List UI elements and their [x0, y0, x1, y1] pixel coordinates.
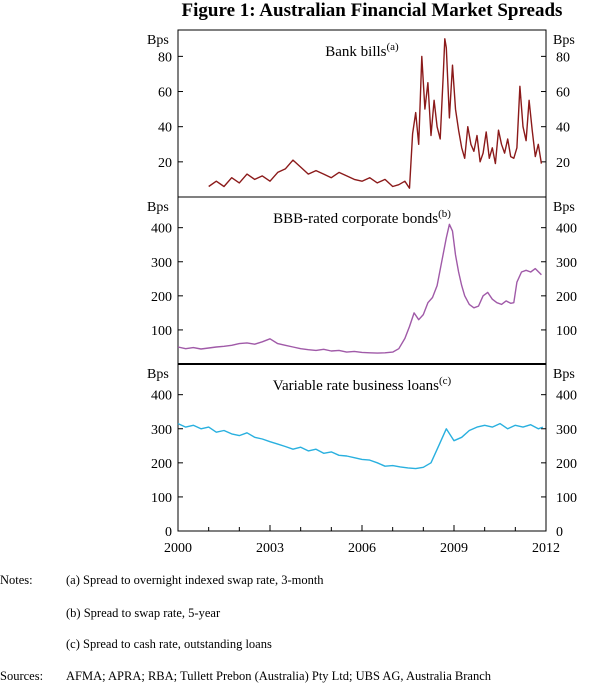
panel-title-note: (b)	[438, 208, 451, 220]
panel-title: BBB-rated corporate bonds(b)	[273, 208, 451, 227]
panel-title-note: (a)	[387, 41, 400, 53]
y-unit-right: Bps	[553, 33, 575, 48]
panel-2: Bps Bps 100 100 200 200 300 300 400 400 BBB-rated …	[147, 200, 577, 354]
x-tick-label: 2009	[440, 541, 468, 556]
x-tick-label: 2006	[348, 541, 376, 556]
y-tick-label-left: 20	[158, 156, 172, 171]
y-unit-right: Bps	[553, 200, 575, 215]
figure-title: Figure 1: Australian Financial Market Sp…	[182, 0, 563, 21]
y-tick-label-right: 80	[556, 50, 570, 65]
x-tick-label: 2003	[256, 541, 284, 556]
note-b: (b) Spread to swap rate, 5-year	[66, 606, 221, 620]
y-tick-label-left: 300	[151, 256, 172, 271]
y-tick-label-right: 60	[556, 86, 570, 101]
y-tick-label-left: 400	[151, 222, 172, 237]
x-axis: 2000 2003 2006 2009 2012	[164, 525, 560, 556]
y-unit-right: Bps	[553, 367, 575, 382]
sources-label: Sources:	[0, 669, 43, 683]
y-tick-label-left: 100	[151, 491, 172, 506]
y-tick-label-right: 100	[556, 491, 577, 506]
y-tick-label-right: 200	[556, 457, 577, 472]
panel-title: Variable rate business loans(c)	[273, 375, 452, 394]
y-tick-label-right: 200	[556, 290, 577, 305]
y-tick-label-left: 40	[158, 121, 172, 136]
series-line	[208, 38, 543, 189]
y-tick-label-right: 20	[556, 156, 570, 171]
y-tick-label-left: 80	[158, 50, 172, 65]
y-tick-label-right: 300	[556, 256, 577, 271]
x-tick-label: 2012	[532, 541, 560, 556]
note-c: (c) Spread to cash rate, outstanding loa…	[66, 637, 272, 651]
y-tick-label-right: 0	[556, 525, 563, 540]
series-line	[177, 422, 544, 470]
y-unit-left: Bps	[147, 200, 169, 215]
y-tick-label-right: 400	[556, 389, 577, 404]
y-tick-label-right: 100	[556, 324, 577, 339]
x-tick-label: 2000	[164, 541, 192, 556]
panel-title-note: (c)	[439, 375, 452, 387]
y-unit-left: Bps	[147, 33, 169, 48]
panel-title: Bank bills(a)	[325, 41, 399, 60]
y-unit-left: Bps	[147, 367, 169, 382]
panel-3: Bps Bps 0 0 100 100 200 200 300 300 400 400 Variable…	[147, 367, 577, 540]
y-tick-label-left: 0	[165, 525, 172, 540]
y-tick-label-left: 400	[151, 389, 172, 404]
panel-1: Bps Bps 20 20 40 40 60 60 80 80 Bank bills(a)	[147, 33, 575, 189]
y-tick-label-right: 300	[556, 423, 577, 438]
sources-text: AFMA; APRA; RBA; Tullett Prebon (Austral…	[66, 669, 492, 683]
y-tick-label-right: 400	[556, 222, 577, 237]
y-tick-label-left: 60	[158, 86, 172, 101]
y-tick-label-left: 200	[151, 290, 172, 305]
plot-frame	[177, 29, 547, 532]
series-line	[177, 223, 542, 354]
note-a: (a) Spread to overnight indexed swap rat…	[66, 573, 324, 587]
y-tick-label-left: 300	[151, 423, 172, 438]
y-tick-label-left: 200	[151, 457, 172, 472]
y-tick-label-left: 100	[151, 324, 172, 339]
notes-label: Notes:	[0, 573, 33, 587]
y-tick-label-right: 40	[556, 121, 570, 136]
